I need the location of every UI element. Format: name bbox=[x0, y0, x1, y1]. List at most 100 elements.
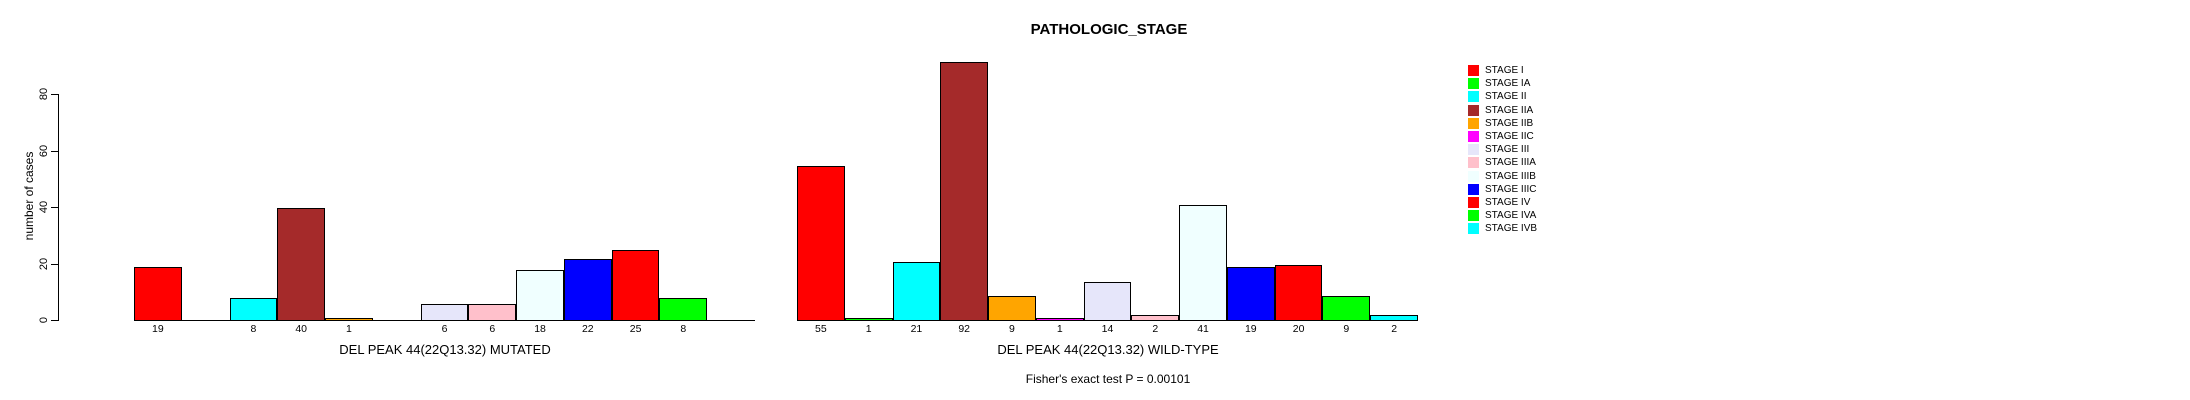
bar-wild-type-stage-ia bbox=[844, 318, 893, 321]
legend-item-stage-iiic: STAGE IIIC bbox=[1468, 183, 1537, 196]
y-axis-line bbox=[57, 94, 59, 321]
bar-value-label: 40 bbox=[295, 323, 308, 335]
bar-mutated-stage-iia bbox=[277, 208, 326, 321]
legend-item-stage-iva: STAGE IVA bbox=[1468, 209, 1536, 222]
bar-value-label: 6 bbox=[441, 323, 448, 335]
legend-item-stage-iic: STAGE IIC bbox=[1468, 130, 1534, 143]
bar-wild-type-stage-iiib bbox=[1179, 205, 1227, 321]
bar-mutated-stage-iiic bbox=[563, 259, 612, 321]
legend-item-stage-ia: STAGE IA bbox=[1468, 77, 1530, 90]
bar-mutated-stage-iii bbox=[420, 304, 469, 321]
bar-value-label: 9 bbox=[1343, 323, 1350, 335]
y-tick-80 bbox=[50, 94, 58, 96]
legend-swatch-stage-ii bbox=[1468, 91, 1479, 103]
bar-value-label: 1 bbox=[865, 323, 872, 335]
bar-value-label: 6 bbox=[489, 323, 496, 335]
y-tick-label-40: 40 bbox=[38, 201, 50, 214]
bar-value-label: 19 bbox=[1244, 323, 1257, 335]
bar-value-label: 20 bbox=[1292, 323, 1305, 335]
legend-label: STAGE IVB bbox=[1485, 223, 1538, 235]
legend-swatch-stage-ivb bbox=[1468, 223, 1479, 235]
legend-swatch-stage-iiic bbox=[1468, 183, 1479, 195]
legend-label: STAGE I bbox=[1485, 65, 1524, 76]
legend-item-stage-iib: STAGE IIB bbox=[1468, 117, 1533, 130]
legend-swatch-stage-iib bbox=[1468, 117, 1479, 129]
bar-wild-type-stage-ii bbox=[892, 262, 941, 321]
bar-value-label: 18 bbox=[534, 323, 546, 335]
bar-value-label: 19 bbox=[152, 323, 164, 335]
legend-label: STAGE II bbox=[1485, 91, 1527, 103]
bar-value-label: 2 bbox=[1391, 323, 1398, 335]
legend-swatch-stage-iva bbox=[1468, 210, 1479, 222]
bar-mutated-stage-iiib bbox=[516, 270, 564, 321]
bar-mutated-stage-iva bbox=[659, 298, 708, 321]
legend-swatch-stage-iiia bbox=[1468, 157, 1479, 169]
legend-swatch-stage-i bbox=[1468, 65, 1479, 76]
legend-label: STAGE IA bbox=[1485, 78, 1531, 90]
bar-mutated-stage-iib bbox=[325, 318, 373, 321]
legend-label: STAGE IVA bbox=[1485, 210, 1537, 222]
legend-swatch-stage-iia bbox=[1468, 104, 1479, 116]
legend-item-stage-iia: STAGE IIA bbox=[1468, 104, 1533, 117]
bar-value-label: 21 bbox=[910, 323, 923, 335]
legend-label: STAGE IIA bbox=[1485, 104, 1534, 116]
bar-wild-type-stage-iv bbox=[1274, 265, 1323, 321]
bar-value-label: 8 bbox=[250, 323, 257, 335]
legend-item-stage-ivb: STAGE IVB bbox=[1468, 222, 1537, 235]
y-tick-label-0: 0 bbox=[38, 316, 50, 324]
legend-item-stage-i: STAGE I bbox=[1468, 64, 1524, 77]
chart-title: PATHOLOGIC_STAGE bbox=[1030, 21, 1188, 38]
y-tick-label-60: 60 bbox=[38, 144, 50, 157]
legend-label: STAGE III bbox=[1485, 144, 1530, 156]
bar-mutated-stage-iiia bbox=[468, 304, 517, 321]
y-tick-0 bbox=[50, 320, 58, 321]
bar-value-label: 14 bbox=[1101, 323, 1114, 335]
y-tick-60 bbox=[50, 150, 58, 152]
legend-label: STAGE IIIC bbox=[1485, 183, 1537, 195]
bar-value-label: 22 bbox=[581, 323, 594, 335]
legend-item-stage-iiib: STAGE IIIB bbox=[1468, 170, 1536, 183]
legend-item-stage-ii: STAGE II bbox=[1468, 90, 1527, 103]
legend-label: STAGE IIIB bbox=[1485, 170, 1536, 182]
bar-wild-type-stage-i bbox=[797, 166, 845, 321]
legend-label: STAGE IV bbox=[1485, 197, 1531, 208]
legend-swatch-stage-iii bbox=[1468, 144, 1479, 156]
legend-item-stage-iv: STAGE IV bbox=[1468, 196, 1530, 209]
bar-wild-type-stage-iia bbox=[940, 62, 989, 321]
legend-swatch-stage-ia bbox=[1468, 78, 1479, 90]
legend-item-stage-iiia: STAGE IIIA bbox=[1468, 156, 1536, 169]
bar-wild-type-stage-iii bbox=[1083, 282, 1132, 321]
fisher-test-caption: Fisher's exact test P = 0.00101 bbox=[1025, 372, 1191, 386]
bar-value-label: 92 bbox=[958, 323, 971, 335]
y-tick-label-80: 80 bbox=[38, 88, 50, 101]
bar-mutated-stage-ii bbox=[229, 298, 278, 321]
legend-label: STAGE IIB bbox=[1485, 117, 1534, 129]
legend-label: STAGE IIC bbox=[1485, 131, 1534, 142]
bar-mutated-stage-i bbox=[134, 267, 182, 321]
legend-label: STAGE IIIA bbox=[1485, 157, 1536, 169]
y-tick-20 bbox=[50, 263, 58, 265]
bar-value-label: 1 bbox=[1056, 323, 1063, 335]
bar-wild-type-stage-iiia bbox=[1131, 315, 1180, 321]
bar-wild-type-stage-iva bbox=[1322, 296, 1371, 321]
legend-swatch-stage-iiib bbox=[1468, 170, 1479, 182]
legend-swatch-stage-iv bbox=[1468, 197, 1479, 208]
bar-value-label: 41 bbox=[1197, 323, 1209, 335]
bar-value-label: 1 bbox=[346, 323, 352, 335]
x-axis-label-wild-type: DEL PEAK 44(22Q13.32) WILD-TYPE bbox=[997, 342, 1219, 357]
bar-wild-type-stage-iic bbox=[1035, 318, 1084, 321]
bar-value-label: 25 bbox=[629, 323, 642, 335]
bar-mutated-stage-iv bbox=[611, 250, 660, 321]
bar-value-label: 9 bbox=[1009, 323, 1015, 335]
bar-value-label: 8 bbox=[680, 323, 687, 335]
bar-value-label: 2 bbox=[1152, 323, 1159, 335]
bar-wild-type-stage-iiic bbox=[1226, 267, 1275, 321]
legend-swatch-stage-iic bbox=[1468, 131, 1479, 142]
bar-value-label: 55 bbox=[815, 323, 827, 335]
y-tick-40 bbox=[50, 207, 58, 209]
legend-item-stage-iii: STAGE III bbox=[1468, 143, 1529, 156]
x-axis-label-mutated: DEL PEAK 44(22Q13.32) MUTATED bbox=[339, 342, 551, 357]
bar-wild-type-stage-iib bbox=[988, 296, 1036, 321]
